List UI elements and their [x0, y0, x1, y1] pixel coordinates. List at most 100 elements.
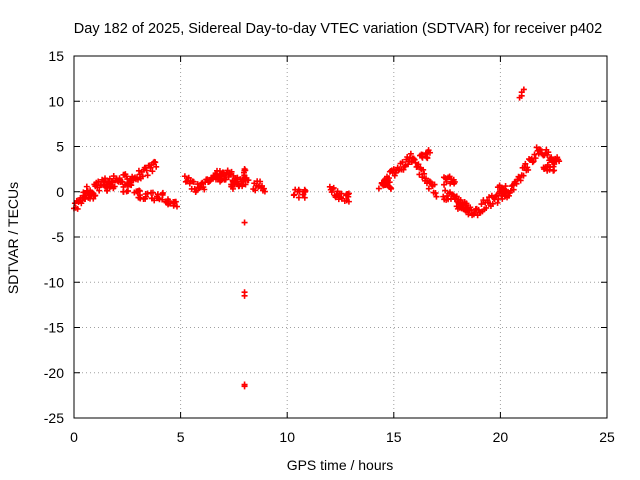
data-point [330, 184, 337, 191]
data-point [136, 194, 143, 201]
data-point [149, 189, 156, 196]
axis-ticks: 0 5 10 15 20 25 15 10 5 0 -5 -10 -15 -20 -25 [44, 48, 615, 445]
data-point [410, 155, 417, 162]
data-point [415, 161, 422, 168]
data-point [152, 159, 159, 166]
data-point [499, 186, 506, 193]
data-point [337, 194, 344, 201]
data-point [133, 188, 140, 195]
data-point [556, 158, 563, 165]
data-point [387, 184, 394, 191]
data-point [147, 164, 154, 171]
data-point [389, 169, 396, 176]
data-point [120, 188, 127, 195]
y-tick-label: 10 [48, 93, 64, 109]
y-axis-label: SDTVAR / TECUs [5, 182, 21, 294]
data-point [173, 203, 180, 210]
data-point [442, 187, 449, 194]
data-point [433, 193, 440, 200]
data-point [425, 185, 432, 192]
data-point [386, 183, 393, 190]
data-point [149, 168, 156, 175]
data-point [407, 150, 414, 157]
data-point [551, 167, 558, 174]
x-tick-label: 15 [386, 429, 402, 445]
data-point [548, 154, 555, 161]
data-point [109, 179, 116, 186]
data-point [525, 166, 532, 173]
data-point [228, 168, 235, 175]
data-point [260, 185, 267, 192]
data-point [229, 183, 236, 190]
data-point [420, 166, 427, 173]
data-point [90, 195, 97, 202]
data-point [181, 173, 188, 180]
data-point [418, 151, 425, 158]
data-point [206, 178, 213, 185]
x-tick-label: 25 [599, 429, 615, 445]
x-axis-label: GPS time / hours [287, 457, 394, 473]
data-point [242, 181, 249, 188]
x-tick-label: 0 [70, 429, 78, 445]
data-point [190, 178, 197, 185]
data-point [520, 86, 527, 93]
data-point [149, 195, 156, 202]
data-point [241, 292, 248, 299]
data-point [116, 175, 123, 182]
data-point [464, 207, 471, 214]
data-point [378, 180, 385, 187]
data-point [295, 186, 302, 193]
data-point [544, 163, 551, 170]
data-point [153, 163, 160, 170]
data-point [478, 201, 485, 208]
data-point [241, 176, 248, 183]
data-point [302, 188, 309, 195]
data-point [460, 201, 467, 208]
data-point [549, 159, 556, 166]
data-point [419, 174, 426, 181]
data-point [455, 200, 462, 207]
data-point [144, 172, 151, 179]
data-point [143, 167, 150, 174]
data-point [135, 167, 142, 174]
data-point [513, 180, 520, 187]
data-point [163, 198, 170, 205]
data-point [241, 219, 248, 226]
data-point [447, 180, 454, 187]
data-point [241, 166, 248, 173]
data-point [443, 176, 450, 183]
data-point [328, 189, 335, 196]
y-tick-label: 15 [48, 48, 64, 64]
data-point [540, 164, 547, 171]
y-tick-label: 5 [56, 139, 64, 155]
data-point [400, 166, 407, 173]
data-point [533, 144, 540, 151]
data-point [232, 177, 239, 184]
data-point [87, 187, 94, 194]
y-tick-label: 0 [56, 184, 64, 200]
data-point [185, 174, 192, 181]
data-point [95, 178, 102, 185]
data-point [103, 181, 110, 188]
y-tick-label: -5 [52, 229, 65, 245]
data-point [127, 181, 134, 188]
y-tick-label: -15 [44, 320, 64, 336]
data-point [234, 180, 241, 187]
data-point [453, 193, 460, 200]
data-point [411, 156, 418, 163]
data-point [295, 194, 302, 201]
data-point [252, 187, 259, 194]
y-tick-label: -25 [44, 410, 64, 426]
data-point [520, 172, 527, 179]
data-point [290, 192, 297, 199]
x-tick-label: 10 [279, 429, 295, 445]
data-point [502, 183, 509, 190]
data-point [405, 161, 412, 168]
x-tick-label: 5 [177, 429, 185, 445]
data-point [81, 194, 88, 201]
data-point [333, 192, 340, 199]
data-point [522, 160, 529, 167]
data-point [426, 178, 433, 185]
data-point [532, 155, 539, 162]
